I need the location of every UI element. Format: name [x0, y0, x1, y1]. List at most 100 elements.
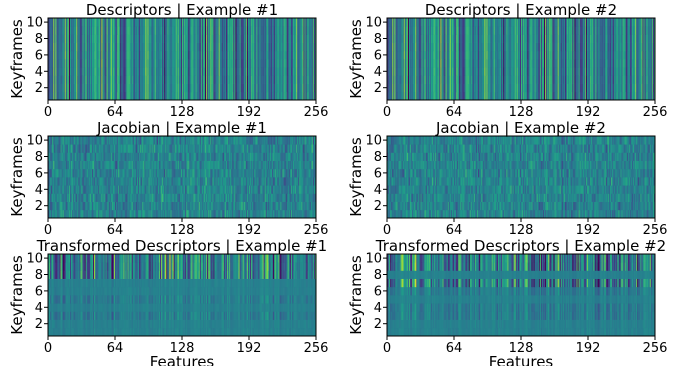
heatmap-cell	[142, 67, 144, 76]
heatmap-cell	[151, 83, 154, 93]
heatmap-cell	[205, 91, 207, 101]
heatmap-cell	[197, 59, 200, 68]
heatmap-cell	[272, 75, 274, 84]
heatmap-cell	[309, 91, 312, 101]
heatmap-cell	[297, 91, 299, 101]
heatmap-cell	[126, 75, 128, 84]
heatmap-cell	[304, 75, 306, 84]
heatmap-cell	[115, 83, 117, 93]
heatmap-cell	[185, 67, 187, 76]
heatmap-cell	[189, 67, 191, 76]
heatmap-cell	[202, 91, 205, 101]
heatmap-cell	[131, 59, 134, 68]
heatmap-cell	[67, 59, 70, 68]
heatmap-cell	[96, 83, 98, 93]
heatmap-cell	[242, 83, 245, 93]
heatmap-cell	[82, 75, 84, 84]
heatmap-cell	[264, 91, 267, 101]
heatmap-cell	[100, 50, 102, 60]
heatmap-cell	[178, 75, 181, 84]
y-tick-label: 8	[35, 32, 43, 47]
heatmap-cell	[263, 59, 266, 68]
heatmap-cell	[87, 83, 90, 93]
heatmap-cell	[176, 83, 179, 93]
heatmap-cell	[117, 59, 119, 68]
heatmap-cell	[299, 91, 301, 101]
heatmap-cell	[105, 75, 107, 84]
heatmap-cell	[153, 67, 156, 76]
heatmap-cell	[125, 83, 127, 93]
heatmap-cell	[71, 91, 73, 101]
heatmap-cell	[228, 67, 230, 76]
heatmap-cell	[199, 67, 202, 76]
heatmap-cell	[111, 91, 114, 101]
heatmap-cell	[51, 50, 53, 60]
heatmap-cell	[212, 83, 214, 93]
heatmap-cell	[118, 67, 120, 76]
heatmap-cell	[65, 83, 68, 93]
heatmap-cell	[87, 91, 90, 101]
heatmap-cell	[206, 83, 208, 93]
heatmap-cell	[75, 83, 77, 93]
heatmap-cell	[91, 67, 94, 76]
heatmap-cell	[269, 91, 272, 101]
heatmap-cell	[232, 59, 234, 68]
heatmap-cell	[91, 75, 94, 84]
heatmap-cell	[300, 67, 302, 76]
heatmap-cell	[61, 75, 64, 84]
heatmap-cell	[284, 59, 286, 68]
heatmap-cell	[173, 83, 176, 93]
heatmap-cell	[123, 50, 125, 60]
heatmap-cell	[97, 83, 99, 93]
heatmap-cell	[227, 59, 229, 68]
heatmap-cell	[117, 67, 119, 76]
heatmap-cell	[207, 67, 209, 76]
heatmap-cell	[176, 75, 179, 84]
heatmap-cell	[295, 67, 297, 76]
heatmap-cell	[260, 75, 262, 84]
heatmap-cell	[97, 59, 99, 68]
heatmap-cell	[251, 91, 253, 101]
heatmap-cell	[256, 67, 258, 76]
heatmap-cell	[107, 67, 110, 76]
heatmap-cell	[254, 75, 256, 84]
heatmap-cell	[193, 75, 195, 84]
heatmap-cell	[289, 59, 292, 68]
heatmap-cell	[119, 50, 121, 60]
heatmap-cell	[161, 91, 163, 101]
heatmap-cell	[187, 91, 189, 101]
heatmap-cell	[175, 91, 178, 101]
heatmap-cell	[261, 83, 263, 93]
heatmap-cell	[174, 59, 177, 68]
heatmap-cell	[160, 83, 162, 93]
heatmap-cell	[252, 59, 254, 68]
heatmap-cell	[287, 91, 290, 101]
heatmap-cell	[208, 83, 210, 93]
heatmap-cell	[298, 91, 300, 101]
heatmap-cell	[222, 59, 225, 68]
heatmap-cell	[166, 67, 168, 76]
heatmap-cell	[230, 75, 232, 84]
heatmap-cell	[174, 75, 177, 84]
heatmap-cell	[88, 67, 91, 76]
heatmap-cell	[211, 67, 213, 76]
heatmap-cell	[257, 67, 259, 76]
heatmap-cell	[143, 91, 145, 101]
heatmap-cell	[56, 67, 58, 76]
heatmap-cell	[305, 83, 307, 93]
heatmap-cell	[298, 67, 300, 76]
heatmap-cell	[286, 83, 289, 93]
heatmap-cell	[228, 75, 230, 84]
heatmap-cell	[179, 91, 182, 101]
heatmap-cell	[266, 59, 269, 68]
heatmap-cell	[228, 83, 230, 93]
heatmap-cell	[253, 75, 255, 84]
heatmap-cell	[79, 50, 81, 60]
heatmap-cell	[54, 91, 56, 101]
heatmap-cell	[250, 91, 252, 101]
heatmap-cell	[224, 83, 227, 93]
heatmap-cell	[284, 67, 286, 76]
heatmap-cell	[167, 83, 169, 93]
heatmap-cell	[198, 91, 201, 101]
heatmap-cell	[129, 59, 132, 68]
